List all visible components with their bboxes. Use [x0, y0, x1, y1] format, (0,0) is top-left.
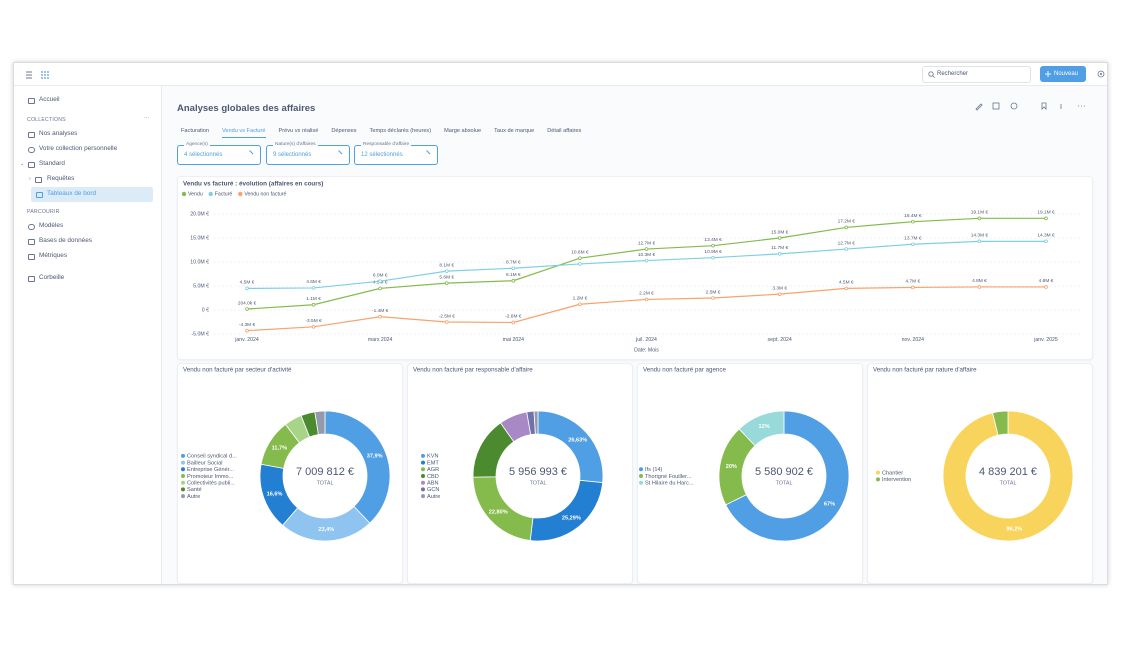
nav-item[interactable]: Modèles [39, 222, 64, 229]
filter-label: Responsable d'affaire [361, 142, 412, 147]
filter-value: 4 sélectionnés [184, 152, 223, 158]
search-box[interactable]: Rechercher [922, 66, 1031, 83]
nav-item[interactable]: Requêtes [47, 175, 75, 182]
filter-value: 12 sélectionnés [361, 152, 403, 158]
chevron[interactable]: › [29, 176, 31, 182]
clear-icon[interactable] [334, 150, 343, 158]
active-highlight [31, 187, 153, 202]
header-actions [975, 102, 1085, 111]
tab[interactable]: Marge absolue [444, 128, 482, 134]
new-button-label: Nouveau [1054, 71, 1079, 77]
home-icon [28, 98, 35, 104]
tab[interactable]: Dépenses [331, 128, 357, 134]
filter-widget[interactable]: Agence(s) 4 sélectionnés [177, 142, 261, 165]
metric-icon [28, 254, 35, 260]
sidebar: Accueil COLLECTIONS ··· Nos analyses Vot… [14, 86, 162, 584]
donut-card [637, 363, 863, 584]
tab[interactable]: Prévu vs réalisé [278, 128, 319, 134]
tab[interactable]: Facturation [181, 128, 209, 134]
new-button[interactable]: Nouveau [1040, 66, 1086, 82]
filter-label: Nature(s) d'affaires [273, 142, 318, 147]
filter-label: Agence(s) [184, 142, 210, 147]
nav-item[interactable]: Corbeille [39, 274, 65, 281]
folder-icon [36, 192, 43, 198]
filter-widget[interactable]: Nature(s) d'affaires 9 sélectionnés [266, 142, 350, 165]
search-icon [928, 71, 935, 78]
tab[interactable]: Détail affaires [547, 128, 582, 134]
tab[interactable]: Taux de marque [494, 128, 535, 134]
nav-item[interactable]: Métriques [39, 252, 68, 259]
model-icon [28, 224, 35, 230]
line-chart-card [177, 176, 1093, 360]
bookmark-icon[interactable] [1041, 102, 1047, 110]
folder-icon [35, 177, 42, 183]
clear-icon[interactable] [245, 150, 254, 158]
clear-icon[interactable] [422, 150, 431, 158]
more-icon[interactable]: ··· [144, 115, 150, 121]
chevron[interactable]: ⌄ [20, 161, 25, 167]
share-icon[interactable] [992, 102, 1000, 110]
nav-item[interactable]: Bases de données [39, 237, 92, 244]
nav-item[interactable]: Accueil [39, 96, 60, 103]
top-bar: Rechercher Nouveau [14, 63, 1107, 86]
donut-card [867, 363, 1093, 584]
person-icon [28, 147, 35, 153]
folder-icon [28, 132, 35, 138]
logo [26, 71, 49, 79]
search-placeholder: Rechercher [937, 71, 969, 77]
tab-active[interactable]: Vendu vs Facturé [221, 128, 266, 138]
nav-item[interactable]: Nos analyses [39, 130, 78, 137]
history-icon[interactable] [1010, 102, 1018, 110]
nav-item[interactable]: Standard [39, 160, 65, 167]
filter-value: 9 sélectionnés [273, 152, 312, 158]
donut-card [177, 363, 403, 584]
section-title: PARCOURIR [27, 209, 60, 215]
nav-item[interactable]: Votre collection personnelle [39, 145, 118, 152]
donut-card [407, 363, 633, 584]
edit-icon[interactable] [975, 103, 983, 111]
tab[interactable]: Temps déclarés (heures) [369, 128, 432, 134]
database-icon [28, 239, 35, 245]
nav-item-active[interactable]: Tableaux de bord [47, 190, 97, 197]
section-title: COLLECTIONS [27, 117, 66, 123]
app-window: Rechercher Nouveau Accueil COLLECTIONS ·… [13, 62, 1108, 585]
trash-icon [28, 276, 35, 282]
filter-widget[interactable]: Responsable d'affaire 12 sélectionnés [354, 142, 438, 165]
tab-bar: Facturation Vendu vs Facturé Prévu vs réal… [181, 128, 581, 138]
settings-icon[interactable] [1097, 70, 1105, 78]
dashboard-title: Analyses globales des affaires [177, 103, 316, 114]
folder-icon [28, 162, 35, 168]
plus-icon [1045, 71, 1051, 77]
